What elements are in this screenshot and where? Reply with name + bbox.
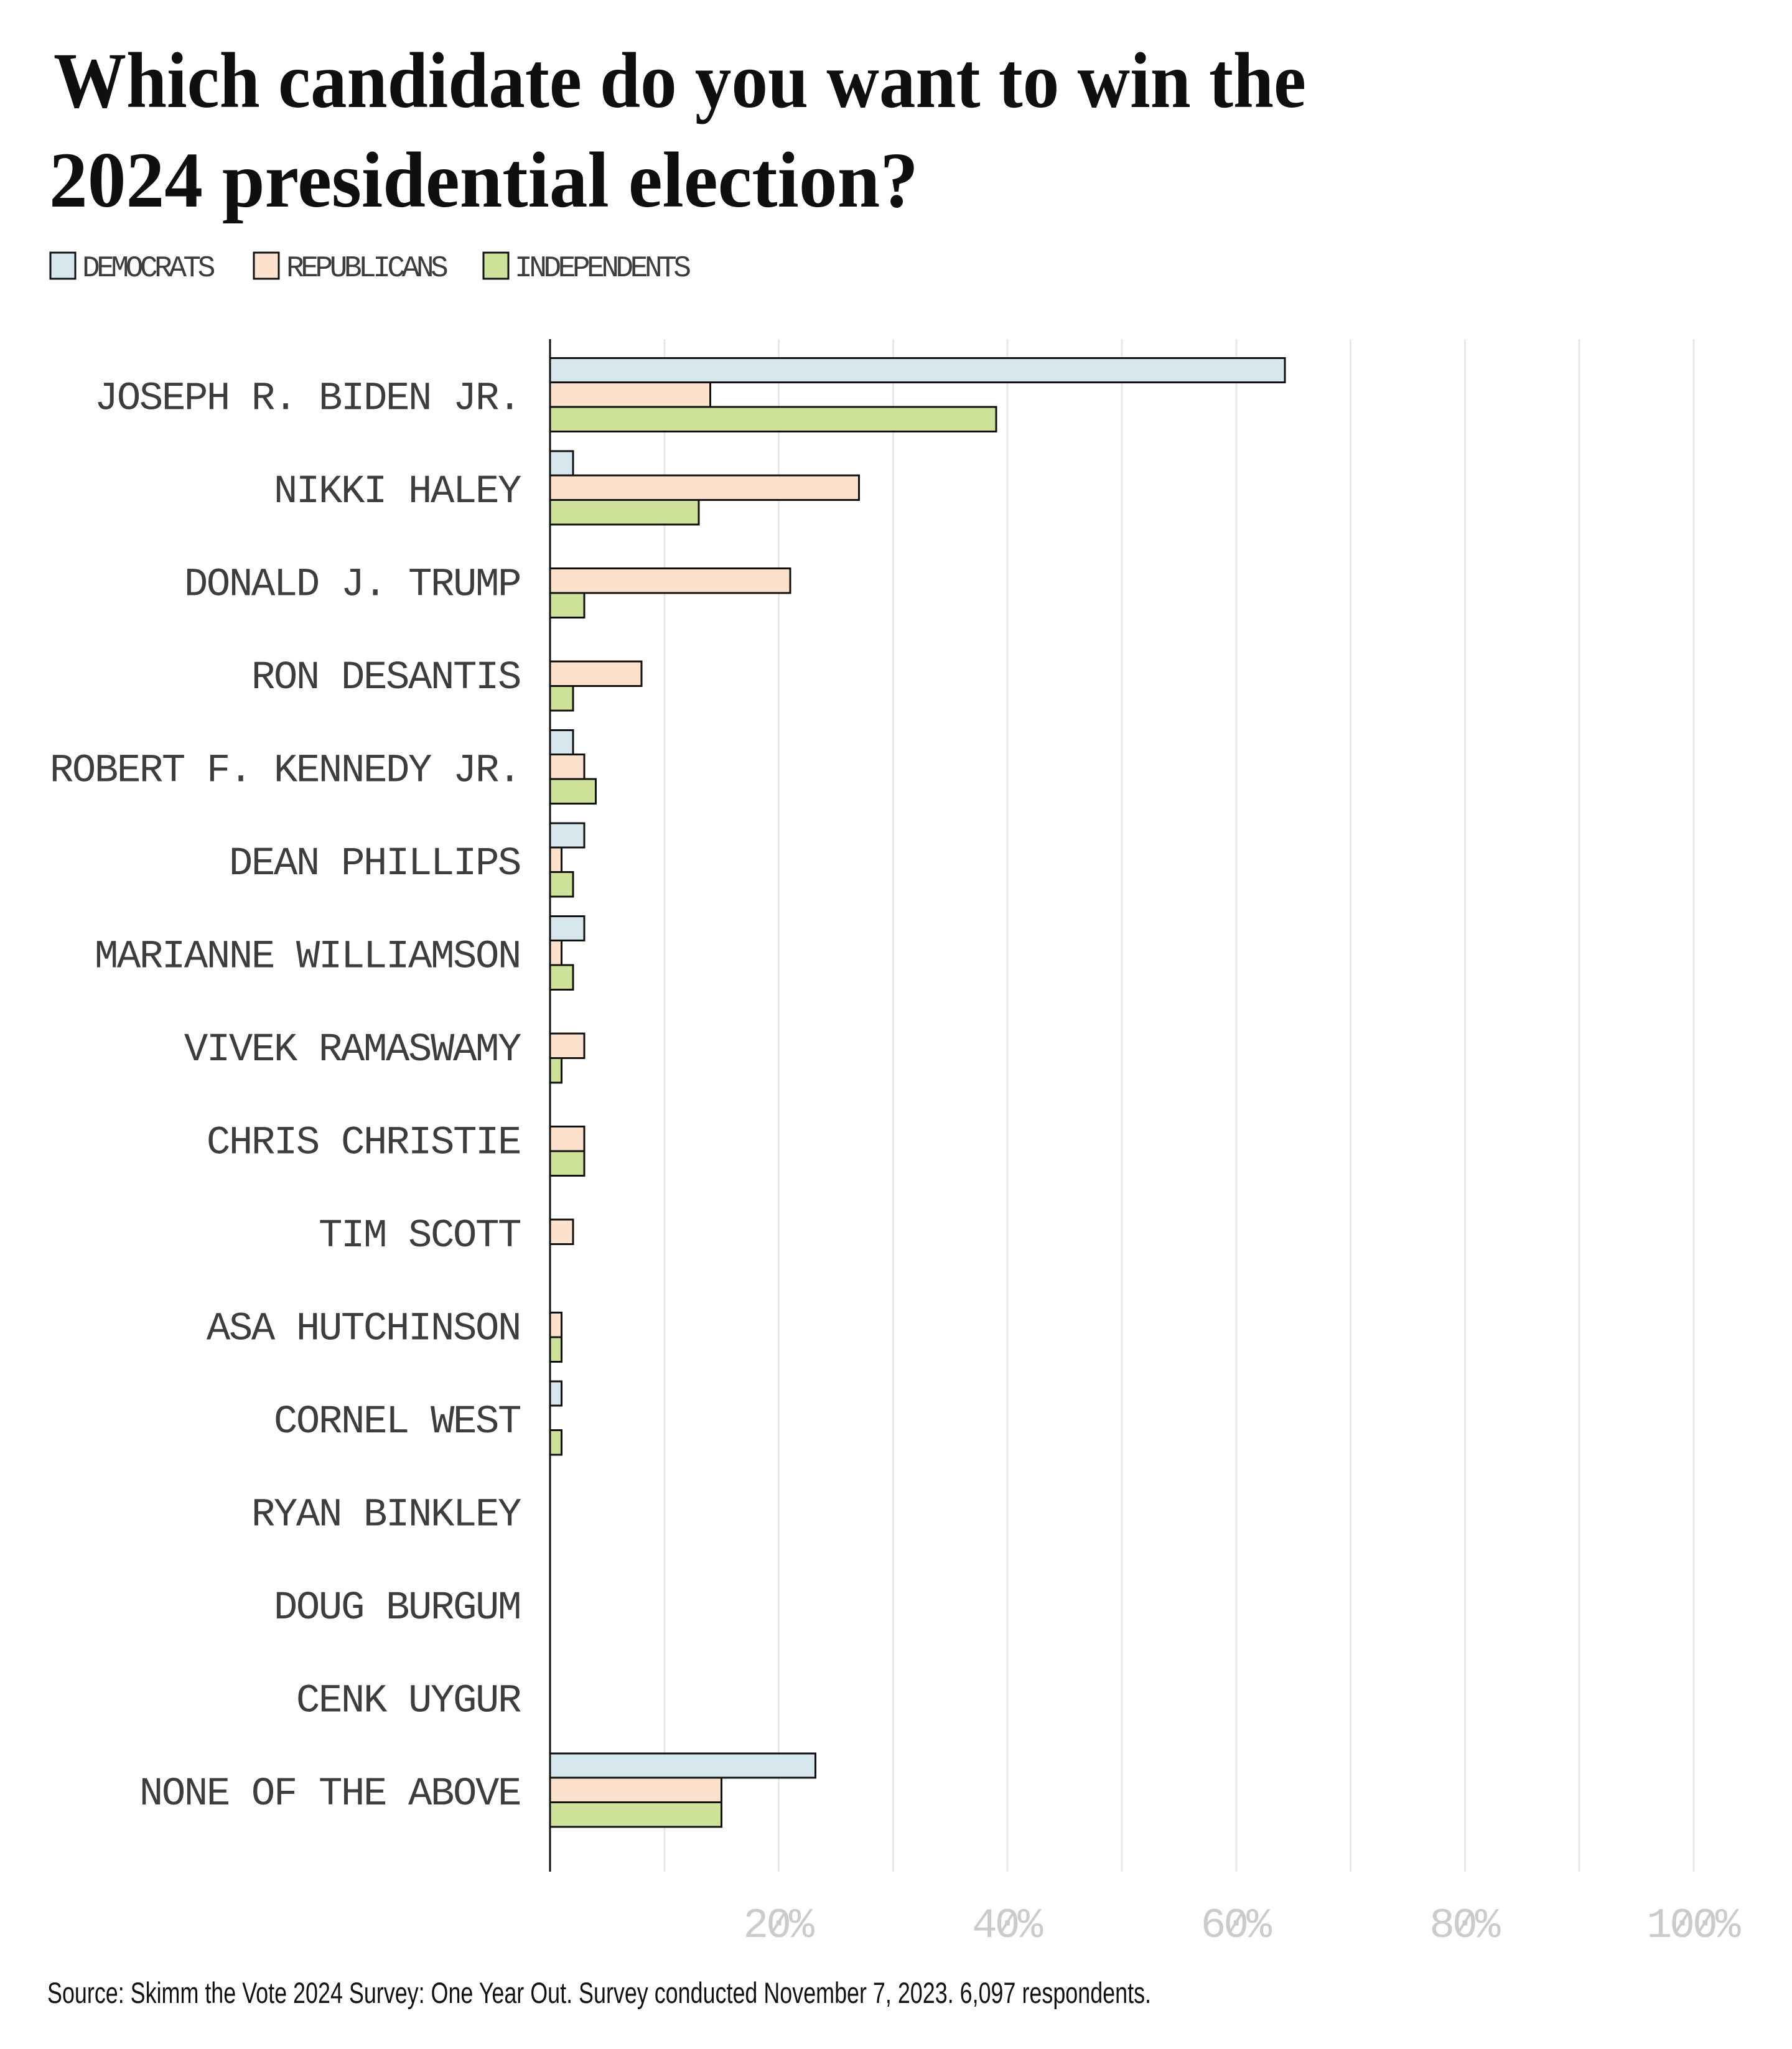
svg-text:NONE OF THE ABOVE: NONE OF THE ABOVE: [139, 1772, 520, 1817]
svg-text:INDEPENDENTS: INDEPENDENTS: [515, 252, 690, 286]
svg-text:RYAN BINKLEY: RYAN BINKLEY: [251, 1493, 521, 1538]
svg-text:ASA HUTCHINSON: ASA HUTCHINSON: [207, 1307, 520, 1351]
svg-text:4: 4: [972, 1902, 997, 1950]
svg-text:%: %: [1475, 1902, 1501, 1950]
svg-text:2024 presidential election?: 2024 presidential election?: [49, 137, 918, 224]
svg-text:0: 0: [766, 1902, 791, 1950]
svg-text:0: 0: [995, 1902, 1020, 1950]
svg-text:6: 6: [1201, 1902, 1226, 1950]
svg-text:0: 0: [1452, 1902, 1478, 1950]
svg-text:Source: Skimm the Vote 2024 Su: Source: Skimm the Vote 2024 Survey: One …: [47, 1976, 1151, 2009]
svg-text:JOSEPH R. BIDEN JR.: JOSEPH R. BIDEN JR.: [95, 376, 520, 421]
svg-text:0: 0: [1223, 1902, 1249, 1950]
svg-text:NIKKI HALEY: NIKKI HALEY: [274, 470, 521, 515]
svg-text:DONALD J. TRUMP: DONALD J. TRUMP: [184, 562, 520, 607]
svg-text:CORNEL WEST: CORNEL WEST: [274, 1400, 520, 1445]
svg-text:RON DESANTIS: RON DESANTIS: [251, 656, 520, 701]
svg-text:DOUG BURGUM: DOUG BURGUM: [274, 1586, 520, 1631]
svg-text:VIVEK RAMASWAMY: VIVEK RAMASWAMY: [184, 1028, 521, 1073]
svg-text:REPUBLICANS: REPUBLICANS: [286, 252, 447, 286]
svg-text:%: %: [789, 1902, 814, 1950]
svg-text:0: 0: [1669, 1902, 1695, 1950]
svg-text:%: %: [1246, 1902, 1272, 1950]
svg-text:CENK UYGUR: CENK UYGUR: [296, 1679, 521, 1724]
svg-text:2: 2: [743, 1902, 768, 1950]
svg-text:Which candidate do you want to: Which candidate do you want to win the: [54, 37, 1306, 124]
svg-text:0: 0: [1692, 1902, 1718, 1950]
svg-text:ROBERT F. KENNEDY JR.: ROBERT F. KENNEDY JR.: [50, 749, 520, 793]
svg-text:8: 8: [1429, 1902, 1455, 1950]
svg-text:DEMOCRATS: DEMOCRATS: [82, 252, 215, 286]
svg-text:MARIANNE WILLIAMSON: MARIANNE WILLIAMSON: [95, 935, 520, 979]
svg-text:DEAN PHILLIPS: DEAN PHILLIPS: [229, 842, 520, 887]
svg-text:CHRIS CHRISTIE: CHRIS CHRISTIE: [207, 1121, 520, 1165]
svg-text:TIM SCOTT: TIM SCOTT: [319, 1214, 520, 1259]
svg-text:%: %: [1018, 1902, 1043, 1950]
svg-text:1: 1: [1646, 1902, 1672, 1950]
svg-text:%: %: [1715, 1902, 1741, 1950]
